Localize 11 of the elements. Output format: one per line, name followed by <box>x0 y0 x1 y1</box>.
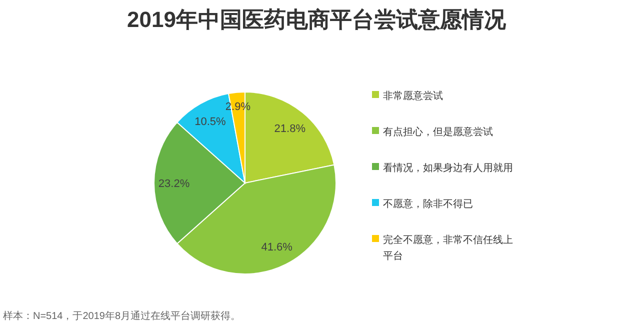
text: 样本：N=514，于2019年8月通过在线平台调研获得。 <box>3 310 241 322</box>
data-label: 21.8% <box>274 123 306 136</box>
legend-label: 看情况，如果身边有人用就用 <box>383 162 513 174</box>
chart-title: 2019年中国医药电商平台尝试意愿情况 <box>127 7 507 32</box>
legend-label: 有点担心，但是愿意尝试 <box>383 126 493 138</box>
data-label: 41.6% <box>261 241 293 254</box>
legend-label: 非常愿意尝试 <box>383 90 443 102</box>
legend-label: 完全不愿意，非常不信任线上平台 <box>383 234 513 262</box>
data-label: 10.5% <box>194 116 226 128</box>
legend-label: 不愿意，除非不得已 <box>383 198 473 210</box>
data-label: 23.2% <box>158 178 190 190</box>
